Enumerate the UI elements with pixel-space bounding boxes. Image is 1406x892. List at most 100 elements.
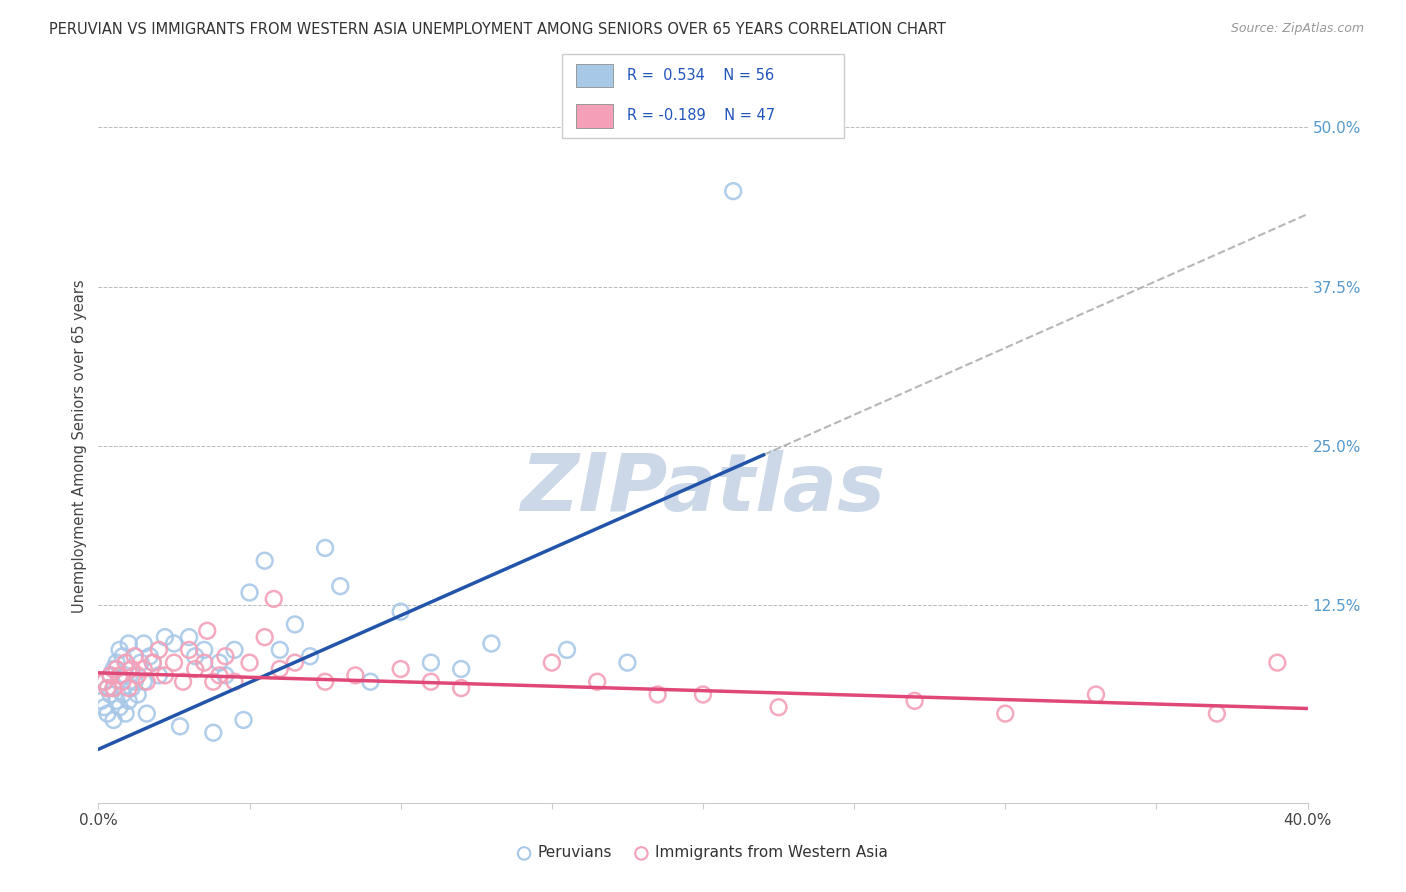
Point [239,585,262,599]
Point [114,706,136,721]
Point [994,706,1017,721]
Point [195,624,218,638]
Point [904,694,927,708]
Text: Source: ZipAtlas.com: Source: ZipAtlas.com [1230,22,1364,36]
Point [148,643,170,657]
Point [344,668,367,682]
Point [616,656,638,670]
Point [93,674,115,689]
Point [450,681,472,695]
Point [193,643,215,657]
Point [129,656,152,670]
Point [450,662,472,676]
Point [103,713,125,727]
Point [389,605,412,619]
Point [132,674,155,689]
Point [111,674,134,689]
Point [93,674,115,689]
Point [127,668,149,682]
Point [153,630,176,644]
Point [253,630,276,644]
Point [103,662,125,676]
Point [111,649,134,664]
Point [224,674,246,689]
Point [100,688,122,702]
Point [172,674,194,689]
Point [90,694,112,708]
Point [768,700,790,714]
Point [121,681,143,695]
Point [202,725,225,739]
Point [360,674,382,689]
Point [139,649,162,664]
Point [299,649,322,664]
Point [193,656,215,670]
Point [420,656,443,670]
Point [93,700,115,714]
Point [148,668,170,682]
Point [105,656,128,670]
Point [124,649,146,664]
Point [127,688,149,702]
Point [314,674,336,689]
Point [169,719,191,733]
Point [108,700,131,714]
Point [723,184,745,198]
Y-axis label: Unemployment Among Seniors over 65 years: Unemployment Among Seniors over 65 years [72,279,87,613]
Bar [576,63,613,87]
Point [118,694,141,708]
Point [132,636,155,650]
Point [214,649,236,664]
Point [224,643,246,657]
Point [118,636,141,650]
FancyBboxPatch shape [562,54,844,138]
Point [184,662,207,676]
Point [105,694,128,708]
Point [232,713,254,727]
Point [163,656,186,670]
Point [114,668,136,682]
Point [208,668,231,682]
Point [179,630,201,644]
Point [184,649,207,664]
Point [253,554,276,568]
Point [269,643,291,657]
Point [118,681,141,695]
Point [214,668,236,682]
Point [269,662,291,676]
Point [121,662,143,676]
Point [96,706,118,721]
Point [420,674,443,689]
Point [481,636,503,650]
Point [284,617,307,632]
Legend: Peruvians, Immigrants from Western Asia: Peruvians, Immigrants from Western Asia [512,839,894,866]
Point [103,681,125,695]
Point [100,668,122,682]
Point [1206,706,1229,721]
Point [389,662,412,676]
Point [114,656,136,670]
Point [1267,656,1289,670]
Point [239,656,262,670]
Bar [576,104,613,128]
Point [111,688,134,702]
Point [108,643,131,657]
Point [263,591,285,606]
Point [647,688,669,702]
Text: PERUVIAN VS IMMIGRANTS FROM WESTERN ASIA UNEMPLOYMENT AMONG SENIORS OVER 65 YEAR: PERUVIAN VS IMMIGRANTS FROM WESTERN ASIA… [49,22,946,37]
Point [555,643,578,657]
Point [142,656,165,670]
Point [96,681,118,695]
Point [586,674,609,689]
Point [100,668,122,682]
Text: ZIPatlas: ZIPatlas [520,450,886,528]
Point [692,688,714,702]
Point [103,681,125,695]
Point [124,674,146,689]
Point [202,674,225,689]
Point [314,541,336,555]
Point [135,674,157,689]
Point [163,636,186,650]
Point [142,656,165,670]
Point [108,668,131,682]
